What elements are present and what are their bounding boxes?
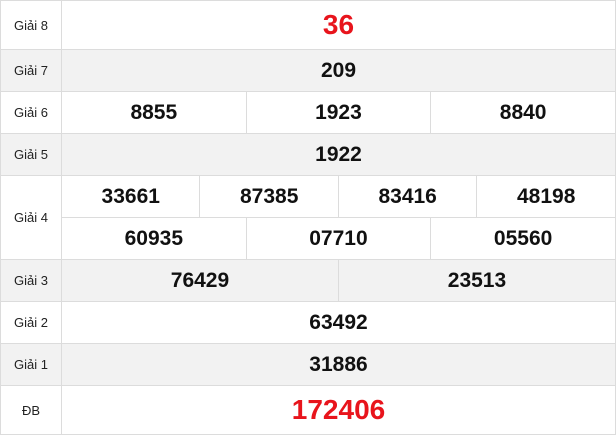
prize-number: 8855 (61, 91, 247, 134)
prize-label: Giải 7 (0, 49, 62, 92)
prize-row-2: Giải 2 63492 (0, 301, 616, 344)
prize-row-6: Giải 6 8855 1923 8840 (0, 91, 616, 134)
prize-label: Giải 6 (0, 91, 62, 134)
prize-number: 83416 (337, 175, 478, 218)
prize-row-4: Giải 4 33661 87385 83416 48198 (0, 175, 616, 260)
prize-number: 31886 (61, 343, 616, 386)
prize-label: Giải 1 (0, 343, 62, 386)
prize-number: 1923 (245, 91, 432, 134)
prize-label: Giải 4 (0, 175, 62, 260)
prize-number: 05560 (430, 217, 616, 260)
prize-row-8: Giải 8 36 (0, 0, 616, 50)
prize-row-1: Giải 1 31886 (0, 343, 616, 386)
prize-label: Giải 3 (0, 259, 62, 302)
prize-number: 36 (61, 0, 616, 50)
prize-number: 1922 (61, 133, 616, 176)
prize-number: 209 (61, 49, 616, 92)
prize-number: 87385 (199, 175, 339, 218)
prize-number: 8840 (430, 91, 616, 134)
prize-number: 63492 (61, 301, 616, 344)
prize-label: ĐB (0, 385, 62, 435)
prize-number: 60935 (61, 217, 247, 260)
prize-row-special: ĐB 172406 (0, 385, 616, 435)
prize-row-7: Giải 7 209 (0, 49, 616, 92)
prize-number: 48198 (476, 175, 616, 218)
prize-row-3: Giải 3 76429 23513 (0, 259, 616, 302)
prize-number: 23513 (337, 259, 616, 302)
prize-number: 172406 (61, 385, 616, 435)
prize-number: 07710 (245, 217, 432, 260)
prize-row-4b: 60935 07710 05560 (1, 217, 616, 260)
prize-row-5: Giải 5 1922 (0, 133, 616, 176)
prize-label: Giải 5 (0, 133, 62, 176)
prize-number: 33661 (60, 175, 201, 218)
prize-label: Giải 8 (0, 0, 62, 50)
prize-label: Giải 2 (0, 301, 62, 344)
prize-number: 76429 (61, 259, 339, 302)
